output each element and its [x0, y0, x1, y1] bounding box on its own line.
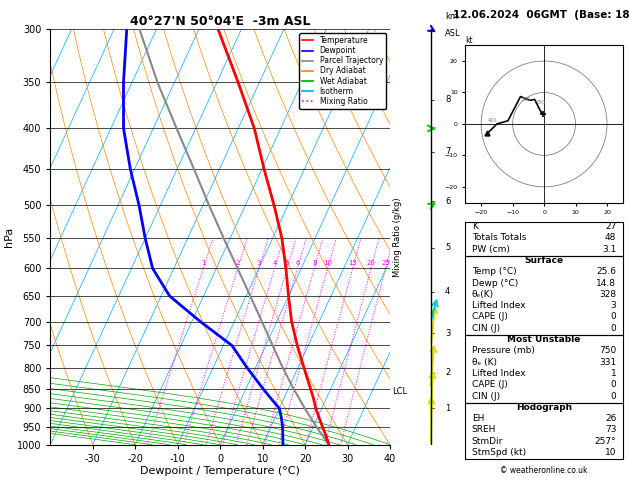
Text: 6: 6: [445, 197, 450, 206]
Text: 3: 3: [257, 260, 261, 266]
Text: 0: 0: [611, 324, 616, 333]
Text: ASL: ASL: [445, 29, 460, 38]
Text: CAPE (J): CAPE (J): [472, 312, 508, 321]
Text: kt: kt: [465, 36, 473, 45]
Text: 48: 48: [605, 233, 616, 243]
Text: 3.1: 3.1: [602, 244, 616, 254]
Text: 6: 6: [295, 260, 300, 266]
Text: Most Unstable: Most Unstable: [508, 335, 581, 344]
Text: 331: 331: [599, 358, 616, 366]
Text: 2: 2: [235, 260, 240, 266]
Text: 700: 700: [522, 97, 532, 102]
Text: 15: 15: [348, 260, 357, 266]
Text: Totals Totals: Totals Totals: [472, 233, 526, 243]
Text: 2: 2: [445, 368, 450, 377]
Text: θₑ(K): θₑ(K): [472, 290, 494, 299]
Text: EH: EH: [472, 414, 484, 423]
Text: 400: 400: [487, 119, 497, 123]
Text: Surface: Surface: [525, 256, 564, 265]
Text: 73: 73: [605, 425, 616, 434]
Text: 1: 1: [445, 404, 450, 413]
Text: 328: 328: [599, 290, 616, 299]
Text: 12.06.2024  06GMT  (Base: 18): 12.06.2024 06GMT (Base: 18): [454, 10, 629, 19]
Text: 5: 5: [445, 243, 450, 252]
Text: 20: 20: [367, 260, 376, 266]
Text: 4: 4: [272, 260, 277, 266]
Text: CAPE (J): CAPE (J): [472, 380, 508, 389]
Text: StmDir: StmDir: [472, 437, 503, 446]
Text: 27: 27: [605, 222, 616, 231]
Text: Pressure (mb): Pressure (mb): [472, 347, 535, 355]
Text: PW (cm): PW (cm): [472, 244, 509, 254]
Text: Lifted Index: Lifted Index: [472, 301, 525, 310]
Text: StmSpd (kt): StmSpd (kt): [472, 448, 526, 457]
Text: © weatheronline.co.uk: © weatheronline.co.uk: [500, 466, 588, 475]
Text: CIN (J): CIN (J): [472, 324, 500, 333]
Text: 850: 850: [537, 100, 545, 105]
Text: 25.6: 25.6: [596, 267, 616, 276]
Text: 10: 10: [605, 448, 616, 457]
Text: Mixing Ratio (g/kg): Mixing Ratio (g/kg): [393, 197, 402, 277]
Text: 0: 0: [611, 392, 616, 400]
Text: 7: 7: [445, 147, 450, 156]
Legend: Temperature, Dewpoint, Parcel Trajectory, Dry Adiabat, Wet Adiabat, Isotherm, Mi: Temperature, Dewpoint, Parcel Trajectory…: [299, 33, 386, 109]
Text: 0: 0: [611, 380, 616, 389]
Text: 750: 750: [599, 347, 616, 355]
Text: K: K: [472, 222, 477, 231]
Text: CIN (J): CIN (J): [472, 392, 500, 400]
Text: 0: 0: [611, 312, 616, 321]
Text: 25: 25: [381, 260, 390, 266]
Text: LCL: LCL: [392, 387, 407, 396]
Title: 40°27'N 50°04'E  -3m ASL: 40°27'N 50°04'E -3m ASL: [130, 15, 310, 28]
Text: 1: 1: [201, 260, 206, 266]
Text: Hodograph: Hodograph: [516, 403, 572, 412]
Text: 8: 8: [312, 260, 316, 266]
Text: Lifted Index: Lifted Index: [472, 369, 525, 378]
Y-axis label: hPa: hPa: [4, 227, 14, 247]
Text: km: km: [445, 12, 458, 21]
Text: 10: 10: [323, 260, 332, 266]
Text: 3: 3: [611, 301, 616, 310]
Text: θₑ (K): θₑ (K): [472, 358, 497, 366]
Text: 8: 8: [445, 95, 450, 104]
Text: Dewp (°C): Dewp (°C): [472, 278, 518, 288]
Text: 3: 3: [445, 329, 450, 338]
Text: 257°: 257°: [595, 437, 616, 446]
Text: 14.8: 14.8: [596, 278, 616, 288]
Text: 4: 4: [445, 287, 450, 296]
Text: SREH: SREH: [472, 425, 496, 434]
X-axis label: Dewpoint / Temperature (°C): Dewpoint / Temperature (°C): [140, 467, 300, 476]
Text: Temp (°C): Temp (°C): [472, 267, 516, 276]
Text: 5: 5: [285, 260, 289, 266]
Text: 1: 1: [611, 369, 616, 378]
Text: 26: 26: [605, 414, 616, 423]
